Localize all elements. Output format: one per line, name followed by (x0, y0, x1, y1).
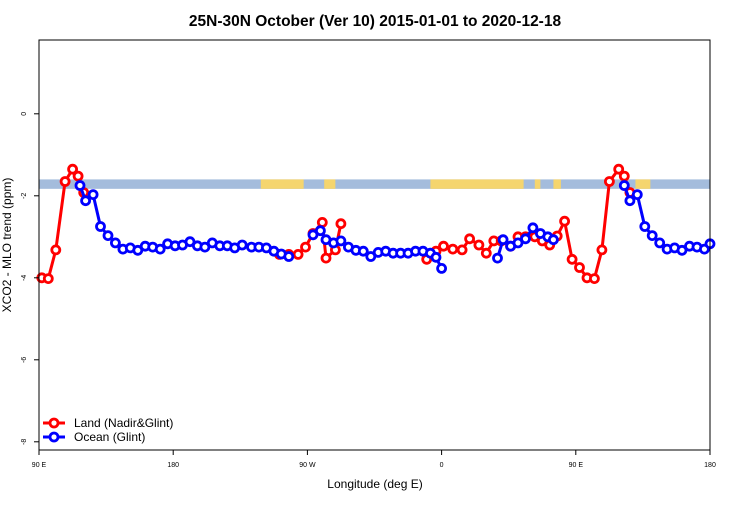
land-ocean-band (39, 179, 710, 189)
data-point (566, 253, 578, 265)
data-point (497, 234, 509, 246)
data-point (430, 251, 442, 263)
land-band-segment (260, 179, 304, 189)
data-point (95, 221, 106, 232)
x-tick-label: 90 E (569, 462, 584, 469)
y-tick-label: -6 (21, 357, 28, 363)
series-layer (36, 163, 716, 285)
data-point (589, 273, 600, 285)
data-point (436, 262, 448, 274)
data-point (654, 237, 666, 249)
data-point (292, 248, 304, 260)
data-point (320, 252, 332, 264)
legend: Land (Nadir&Glint) Ocean (Glint) (43, 416, 173, 444)
data-point (631, 189, 643, 201)
legend-land-marker (48, 417, 60, 429)
data-point (520, 233, 531, 245)
x-tick-label: 0 (440, 462, 444, 469)
x-tick-label: 90 E (32, 462, 47, 469)
data-point (357, 245, 369, 257)
legend-ocean-marker (48, 431, 60, 443)
ocean-band (39, 179, 710, 189)
data-point (314, 225, 326, 237)
x-tick-label: 90 W (299, 462, 316, 469)
data-point (618, 180, 630, 191)
data-point (154, 243, 166, 255)
data-point (42, 273, 54, 285)
legend-land-label: Land (Nadir&Glint) (74, 416, 173, 430)
data-point (639, 221, 651, 232)
data-point (67, 163, 78, 175)
data-point (527, 222, 539, 234)
data-point (624, 195, 636, 207)
land-band-segment (635, 179, 651, 189)
data-point (102, 230, 114, 242)
data-point (480, 247, 492, 259)
land-band-segment (324, 179, 336, 189)
data-point (236, 239, 248, 251)
data-point (613, 163, 625, 175)
y-tick-label: -8 (21, 439, 28, 445)
data-point (596, 244, 608, 256)
data-point (473, 239, 485, 251)
x-axis-label: Longitude (deg E) (327, 477, 422, 491)
data-point (492, 252, 503, 264)
land-band-segment (553, 179, 561, 189)
data-point (59, 176, 71, 187)
data-point (316, 216, 328, 228)
data-point (548, 234, 559, 246)
chart-title: 25N-30N October (Ver 10) 2015-01-01 to 2… (189, 13, 562, 30)
legend-ocean-label: Ocean (Glint) (74, 430, 145, 444)
data-point (447, 243, 459, 255)
data-point (74, 180, 86, 191)
data-point (110, 237, 121, 249)
series-ocean (74, 180, 716, 274)
x-axis: 90 E 180 90 W 0 90 E 180 (32, 450, 716, 469)
y-tick-label: 0 (21, 112, 28, 116)
data-point (72, 170, 84, 182)
data-point (559, 215, 570, 227)
y-axis: 0 -2 -4 -6 -8 (21, 112, 39, 445)
data-point (335, 218, 347, 230)
data-point (335, 235, 347, 247)
data-point (438, 240, 449, 252)
data-point (199, 241, 211, 253)
land-band-segment (534, 179, 541, 189)
data-point (618, 170, 630, 182)
data-point (87, 189, 99, 201)
y-tick-label: -4 (21, 275, 28, 281)
data-point (50, 244, 62, 256)
y-tick-label: -2 (21, 193, 28, 199)
x-tick-label: 180 (704, 462, 716, 469)
plot-frame (38, 39, 711, 451)
data-point (456, 244, 468, 256)
x-tick-label: 180 (167, 462, 179, 469)
data-point (464, 233, 476, 245)
data-point (80, 195, 91, 207)
land-band-segment (430, 179, 524, 189)
data-point (604, 176, 615, 187)
data-point (300, 241, 311, 253)
y-axis-label: XCO2 - MLO trend (ppm) (0, 178, 14, 313)
data-point (574, 262, 585, 273)
data-point (646, 230, 658, 242)
data-point (283, 251, 295, 262)
